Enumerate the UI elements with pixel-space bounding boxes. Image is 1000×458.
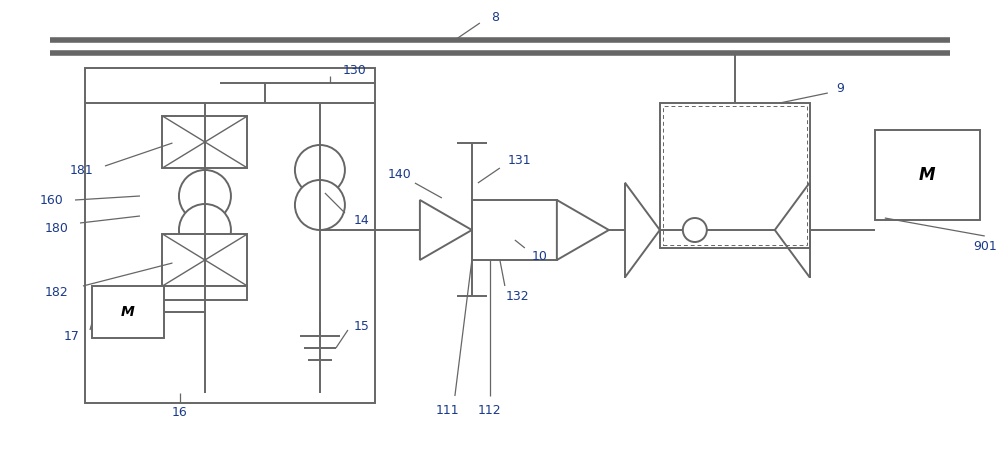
Text: 140: 140 [388, 169, 412, 181]
Bar [472, 200, 557, 260]
Circle shape [295, 180, 345, 230]
Bar [162, 286, 247, 300]
Bar [162, 116, 247, 168]
Text: 901: 901 [973, 240, 997, 252]
Circle shape [179, 170, 231, 222]
Text: 15: 15 [354, 320, 370, 333]
Text: 14: 14 [354, 213, 370, 227]
Circle shape [179, 204, 231, 256]
Bar [92, 286, 164, 338]
Circle shape [683, 218, 707, 242]
Text: 131: 131 [508, 154, 532, 168]
Polygon shape [557, 200, 609, 260]
Text: 9: 9 [836, 82, 844, 94]
Bar [162, 234, 247, 286]
Text: 181: 181 [70, 164, 94, 176]
Text: 17: 17 [64, 329, 80, 343]
Text: 10: 10 [532, 250, 548, 262]
Text: 180: 180 [45, 222, 69, 234]
Text: M: M [919, 166, 936, 184]
Text: 16: 16 [172, 407, 188, 420]
Bar [663, 106, 807, 245]
Text: 8: 8 [491, 11, 499, 24]
Polygon shape [420, 200, 472, 260]
Circle shape [295, 145, 345, 195]
Text: 132: 132 [506, 289, 530, 302]
Bar [660, 103, 810, 248]
Text: 160: 160 [40, 193, 64, 207]
Text: 111: 111 [436, 403, 460, 416]
Text: 112: 112 [478, 403, 502, 416]
Text: 182: 182 [45, 287, 69, 300]
Bar [875, 130, 980, 220]
Text: M: M [121, 305, 135, 319]
Text: 130: 130 [343, 65, 367, 77]
Bar [85, 68, 375, 403]
